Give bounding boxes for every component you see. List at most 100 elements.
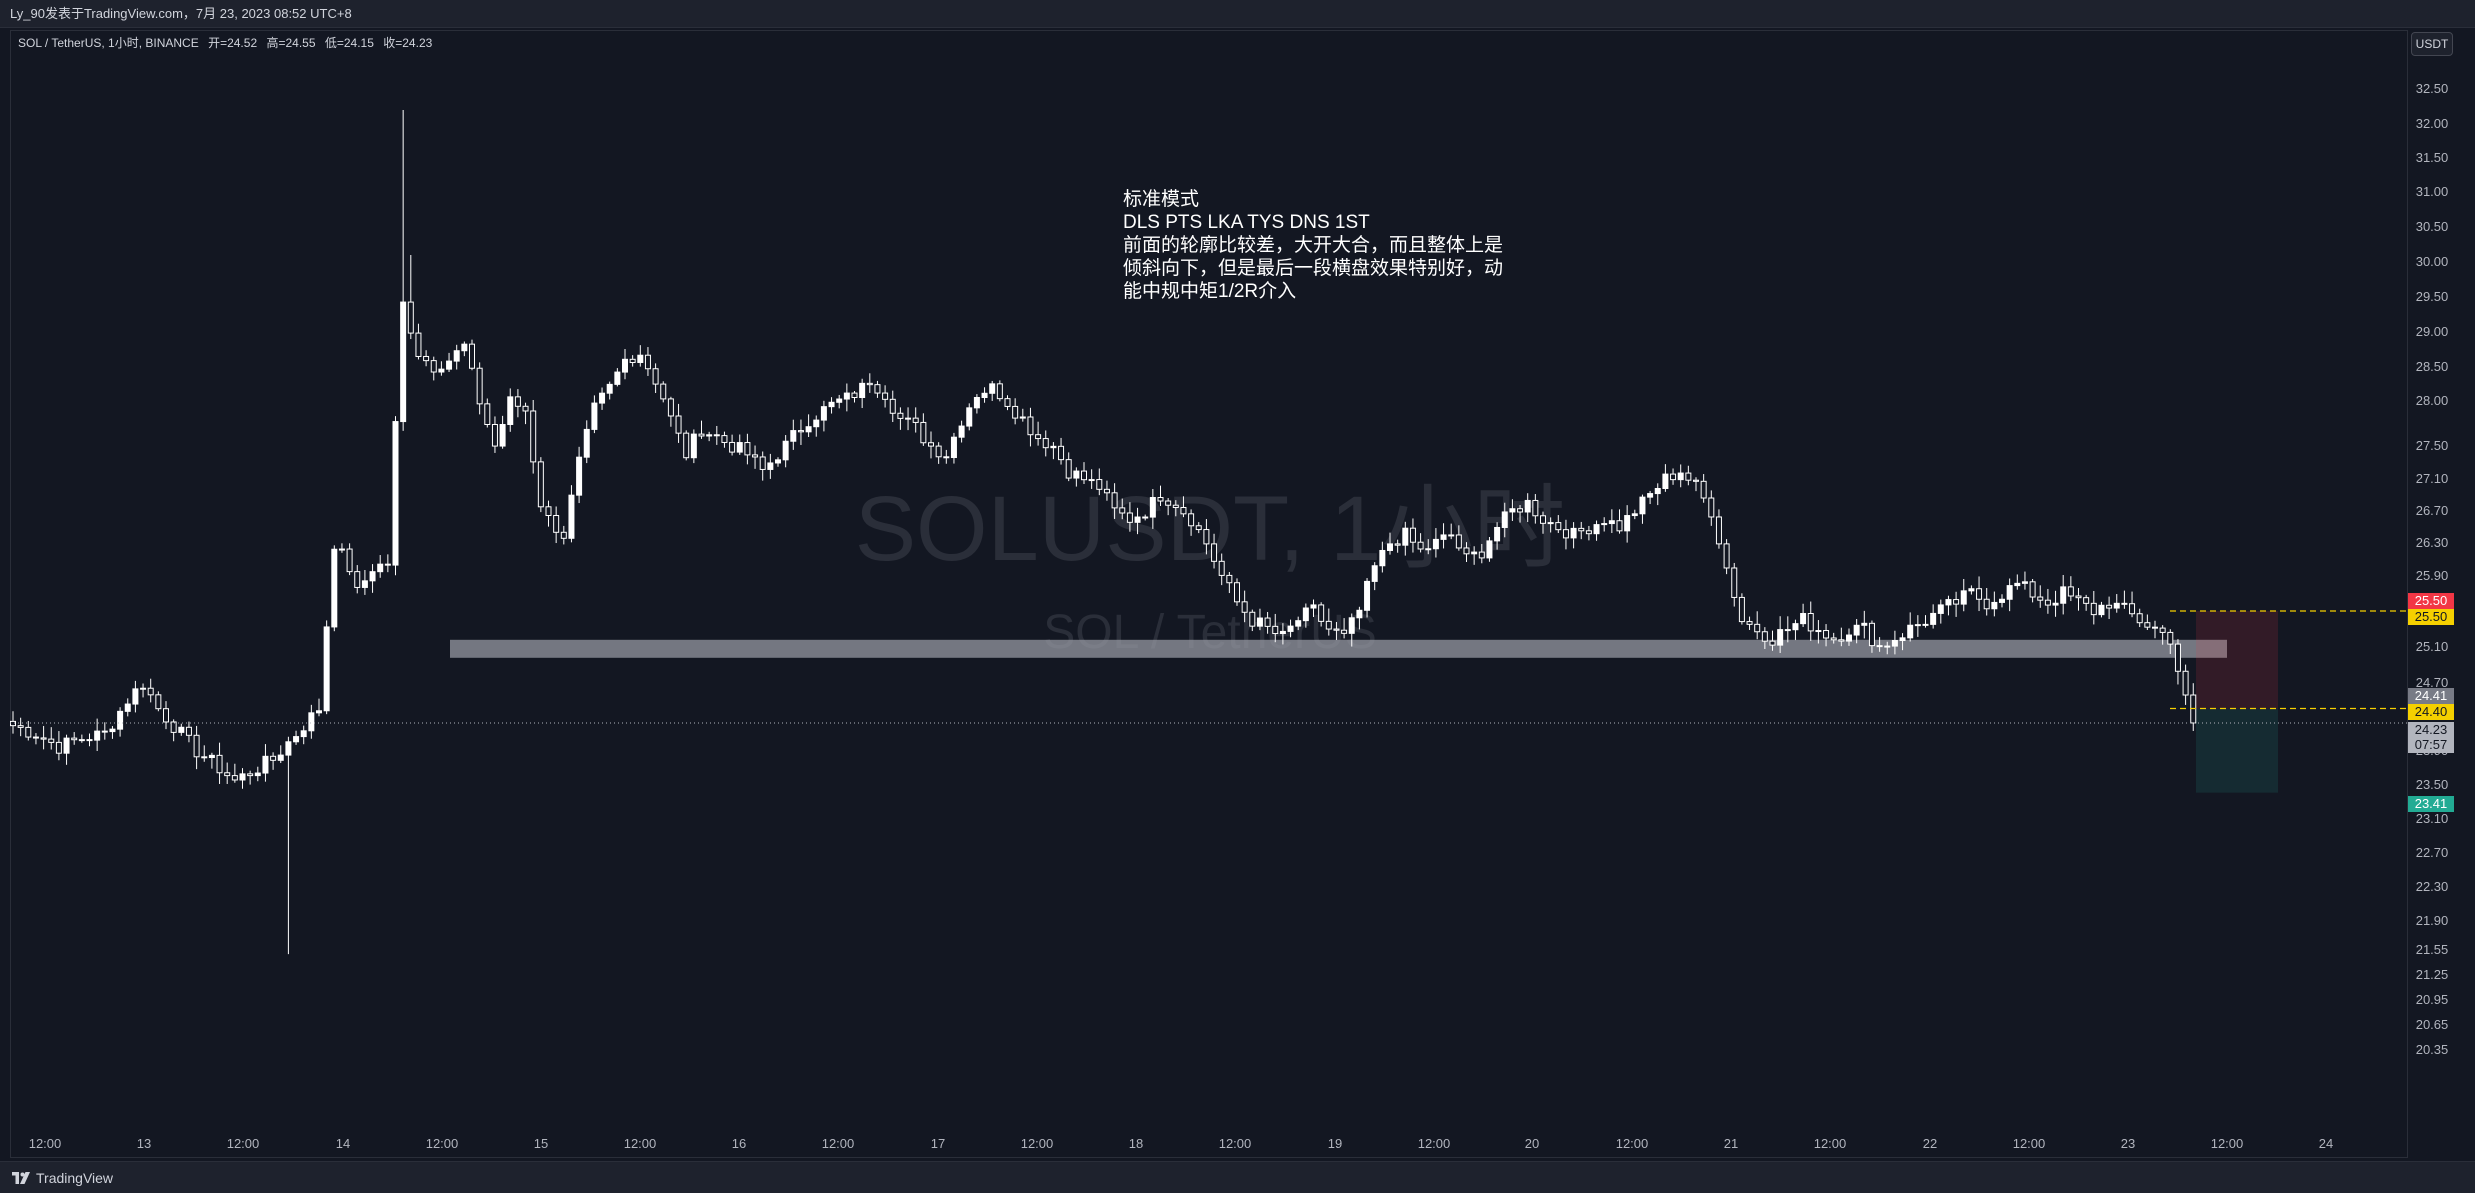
- candle-down: [1409, 527, 1416, 543]
- candle-up: [2098, 604, 2105, 616]
- take-profit-zone: [2196, 708, 2278, 793]
- candle-up: [507, 396, 514, 425]
- candle-up: [132, 688, 139, 705]
- price-tag-label: 24.40: [2415, 704, 2448, 719]
- annotation-line: 倾斜向下，但是最后一段横盘效果特别好，动: [1123, 258, 1504, 279]
- candle-down: [86, 739, 93, 742]
- candle-down: [943, 456, 950, 459]
- candle-down: [1035, 434, 1042, 440]
- candle-down: [430, 360, 437, 373]
- candle-up: [338, 548, 345, 551]
- candle-down: [224, 772, 231, 777]
- candle-up: [1440, 534, 1447, 540]
- candle-up: [1922, 623, 1929, 626]
- candle-down: [1165, 500, 1172, 506]
- candle-down: [652, 368, 659, 385]
- time-axis-label: 22: [1923, 1136, 1937, 1151]
- candle-down: [928, 442, 934, 447]
- candle-down: [193, 734, 200, 758]
- candle-down: [560, 531, 567, 539]
- candle-up: [293, 736, 300, 743]
- candle-up: [1356, 609, 1363, 619]
- candle-up: [820, 406, 827, 421]
- time-axis-label: 12:00: [822, 1136, 855, 1151]
- candle-up: [1279, 630, 1286, 635]
- candle-up: [1654, 488, 1661, 495]
- price-axis-label: 21.25: [2416, 967, 2449, 982]
- candle-down: [270, 755, 277, 761]
- candle-down: [147, 687, 154, 696]
- time-axis[interactable]: 12:00 13 12:00 14 12:00 15 12:00 16 12:00 17 12:00…: [29, 1136, 2334, 1151]
- candle-up: [124, 703, 131, 712]
- annotation-line: 能中规中矩1/2R介入: [1123, 281, 1297, 302]
- candle-up: [1930, 612, 1937, 625]
- tradingview-brand: TradingView: [36, 1170, 114, 1186]
- candle-down: [889, 398, 896, 414]
- candle-down: [1333, 628, 1340, 631]
- legend-symbol: SOL / TetherUS, 1小时, BINANCE: [18, 36, 199, 50]
- candle-up: [622, 358, 628, 373]
- candle-up: [973, 397, 980, 409]
- currency-button[interactable]: USDT: [2411, 32, 2453, 56]
- candle-down: [530, 410, 537, 463]
- candle-down: [71, 737, 78, 741]
- price-axis-label: 24.70: [2416, 675, 2449, 690]
- candle-down: [423, 355, 430, 362]
- publish-text: Ly_90发表于TradingView.com，7月 23, 2023 08:5…: [10, 6, 352, 21]
- candle-down: [1065, 459, 1072, 479]
- candle-down: [469, 343, 475, 369]
- candle-up: [499, 423, 506, 447]
- tradingview-logo[interactable]: TradingView: [12, 1170, 113, 1186]
- symbol-watermark: SOLUSDT, 1小时 SOL / TetherUS: [855, 478, 1566, 659]
- text-annotation[interactable]: 标准模式 DLS PTS LKA TYS DNS 1ST 前面的轮廓比较差，大开…: [1123, 188, 1503, 303]
- candle-up: [767, 462, 774, 470]
- candle-up: [239, 773, 246, 781]
- candle-down: [1096, 479, 1103, 490]
- candle-up: [1494, 526, 1501, 542]
- candle-up: [1371, 565, 1378, 582]
- candle-up: [950, 436, 957, 459]
- candle-down: [1670, 473, 1677, 481]
- candle-up: [1907, 624, 1914, 639]
- candle-up: [813, 419, 820, 428]
- candle-up: [736, 442, 743, 453]
- candle-down: [629, 358, 636, 363]
- candle-up: [262, 755, 269, 774]
- time-axis-label: 12:00: [426, 1136, 459, 1151]
- candle-down: [163, 708, 169, 723]
- candle-up: [461, 343, 468, 352]
- candle-up: [775, 459, 781, 464]
- candle-down: [675, 415, 682, 434]
- price-axis-label: 31.00: [2416, 184, 2449, 199]
- candle-down: [1218, 560, 1225, 576]
- candle-up: [1050, 445, 1057, 449]
- candle-down: [346, 548, 353, 573]
- price-axis-label: 28.50: [2416, 359, 2449, 374]
- candle-down: [2075, 595, 2082, 599]
- price-axis-label: 29.50: [2416, 289, 2449, 304]
- price-axis-label: 32.50: [2416, 81, 2449, 96]
- candle-down: [1708, 497, 1715, 518]
- candle-down: [1012, 405, 1019, 419]
- candle-down: [729, 441, 736, 453]
- candle-down: [1693, 479, 1699, 482]
- candle-up: [392, 421, 399, 566]
- candle-up: [1019, 416, 1026, 419]
- price-axis[interactable]: 32.50 32.00 31.50 31.00 30.50 30.00 29.50 29.00…: [2416, 81, 2449, 1057]
- candle-down: [851, 392, 858, 399]
- candle-up: [109, 728, 116, 733]
- candle-up: [369, 571, 376, 582]
- candle-up: [828, 401, 835, 408]
- time-axis-label: 12:00: [227, 1136, 260, 1151]
- candle-down: [1578, 527, 1585, 532]
- candle-down: [415, 332, 422, 357]
- candle-up: [2021, 581, 2028, 584]
- candle-up: [117, 710, 124, 730]
- chart-pane[interactable]: [10, 30, 2408, 1158]
- price-tag-bg: [2408, 704, 2454, 720]
- candle-up: [308, 712, 315, 732]
- candle-up: [1287, 625, 1294, 632]
- time-axis-label: 24: [2319, 1136, 2333, 1151]
- candle-up: [576, 456, 583, 496]
